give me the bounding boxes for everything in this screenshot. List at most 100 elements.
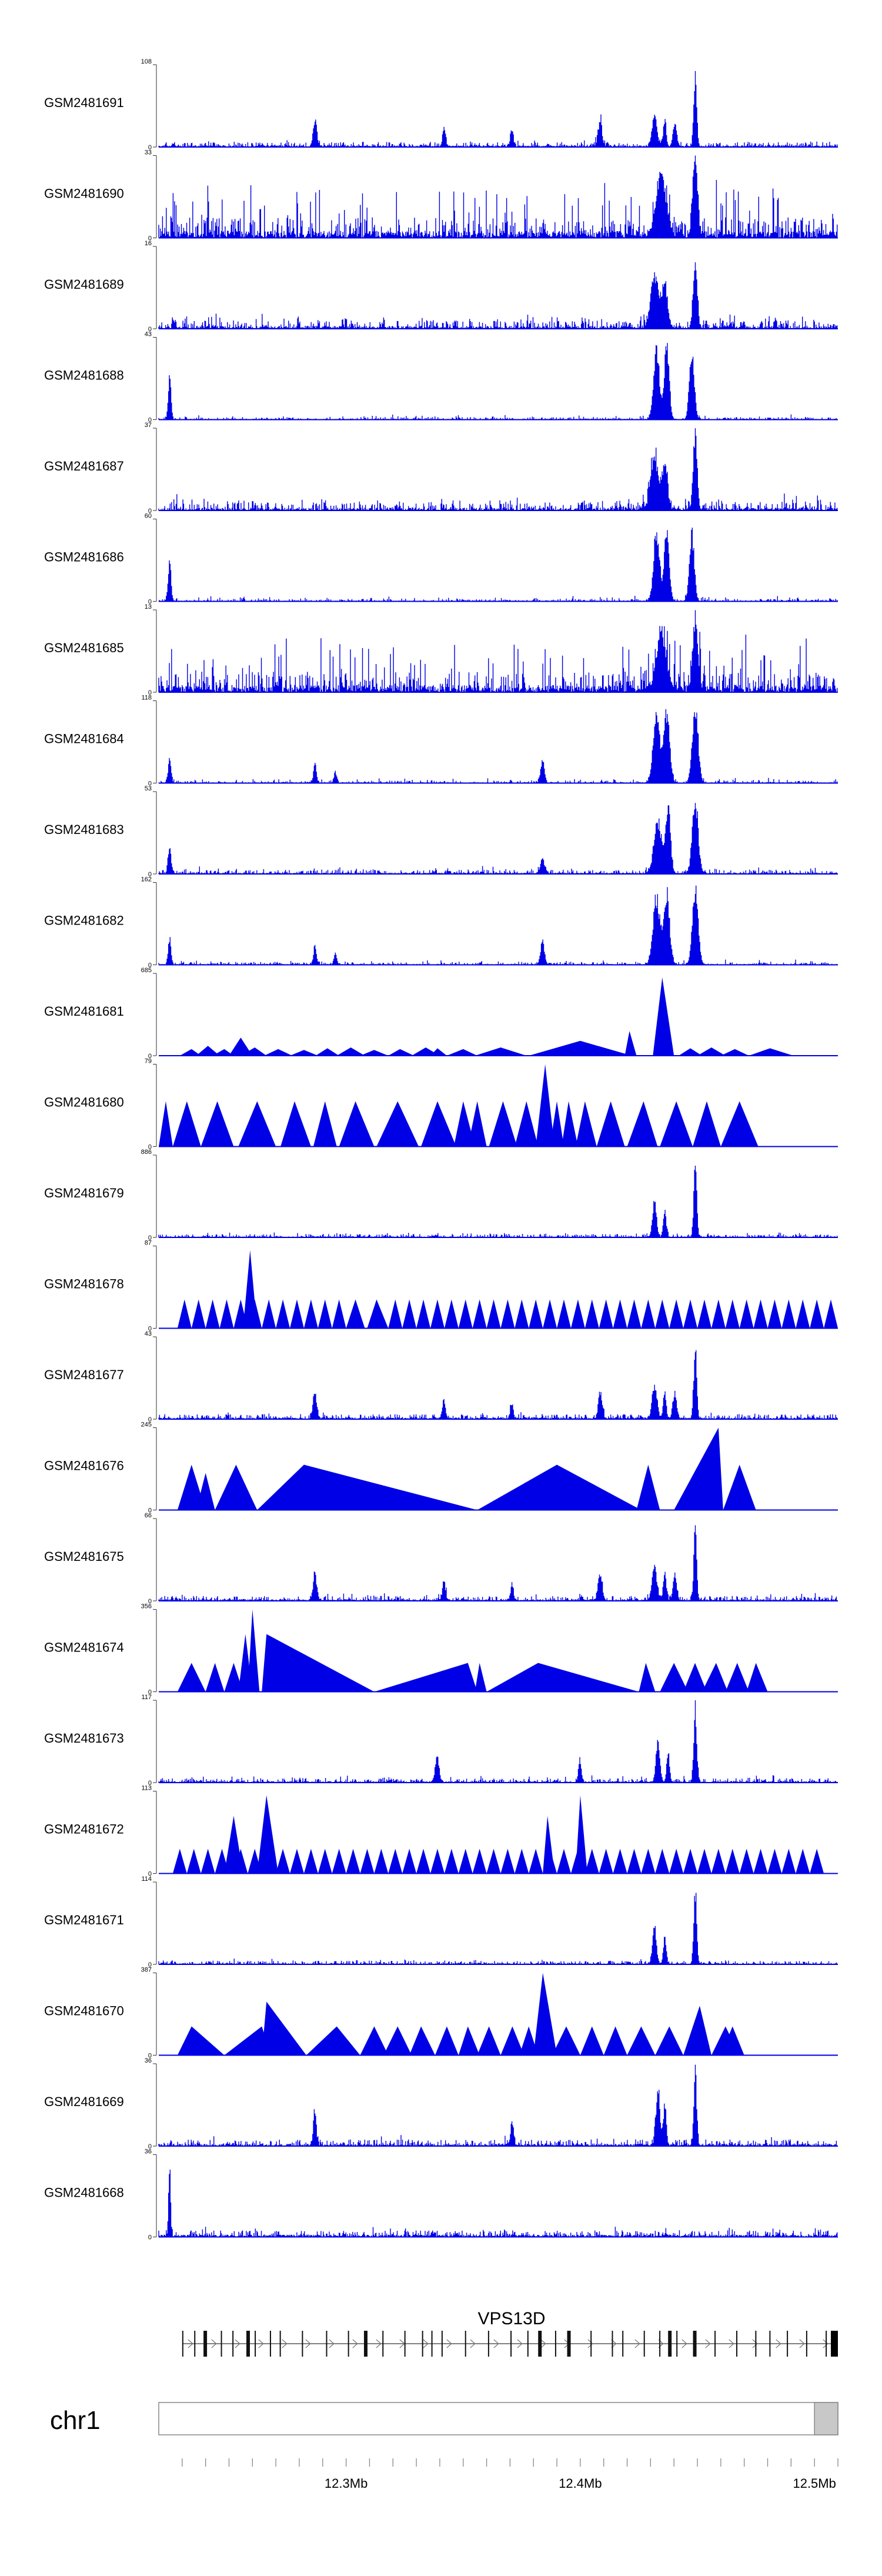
track-label: GSM2481668	[44, 2185, 124, 2200]
track-GSM2481682: GSM2481682 162 0	[44, 876, 838, 969]
signal-bars	[158, 709, 838, 783]
signal-triangle	[697, 1047, 726, 1056]
y-max-label: 36	[145, 2057, 152, 2064]
signal-triangle	[177, 1663, 206, 1692]
signal-triangle	[430, 1048, 447, 1056]
signal-triangle	[453, 1101, 475, 1147]
track-GSM2481691: GSM2481691 108 0	[44, 58, 838, 151]
gene-exon	[431, 2331, 433, 2357]
track-GSM2481687: GSM2481687 37 0	[44, 422, 838, 515]
track-label: GSM2481680	[44, 1095, 124, 1110]
signal-triangle	[339, 1101, 375, 1147]
gene-exon	[348, 2331, 349, 2357]
signal-triangle	[240, 1047, 267, 1056]
signal-bars	[158, 528, 838, 602]
signal-triangle	[346, 1299, 365, 1329]
signal-bars	[158, 1525, 838, 1601]
signal-bars	[158, 1350, 838, 1419]
signal-triangle	[500, 2026, 524, 2056]
signal-triangle	[627, 1299, 642, 1329]
signal-triangle	[212, 1049, 234, 1056]
gene-exon	[404, 2331, 406, 2357]
track-GSM2481685: GSM2481685 13 0	[44, 603, 838, 696]
signal-triangle	[224, 1816, 243, 1874]
signal-bars	[158, 1166, 838, 1237]
track-GSM2481673: GSM2481673 117 0	[44, 1694, 838, 1787]
signal-triangle	[388, 1049, 415, 1056]
signal-triangle	[514, 1848, 529, 1874]
y-min-label: 0	[148, 1326, 152, 1333]
track-GSM2481671: GSM2481671 114 0	[44, 1876, 838, 1968]
y-min-label: 0	[148, 508, 152, 515]
gene-exon	[232, 2331, 234, 2357]
signal-triangle	[172, 1848, 187, 1874]
signal-triangle	[257, 1464, 477, 1510]
signal-triangle	[346, 1848, 360, 1874]
y-min-label: 0	[148, 2053, 152, 2060]
y-min-label: 0	[148, 1144, 152, 1151]
signal-triangle	[613, 1848, 627, 1874]
strand-chevron	[776, 2339, 781, 2348]
signal-tracks: GSM24816911080GSM2481690330GSM2481689160…	[44, 58, 838, 2241]
signal-bars	[158, 610, 838, 692]
gene-exon	[769, 2331, 771, 2357]
signal-triangle	[280, 1101, 311, 1147]
signal-triangle	[318, 1848, 332, 1874]
track-GSM2481684: GSM2481684 118 0	[44, 695, 838, 788]
signal-triangle	[467, 1101, 487, 1147]
y-min-label: 0	[148, 1780, 152, 1787]
signal-triangle	[767, 1299, 782, 1329]
signal-triangle	[205, 1663, 225, 1692]
signal-triangle	[475, 1047, 527, 1056]
signal-triangle	[711, 1299, 726, 1329]
gene-exon	[755, 2331, 757, 2357]
y-min-label: 0	[148, 599, 152, 606]
track-GSM2481670: GSM2481670 387 0	[44, 1967, 838, 2060]
gene-track: VPS13D	[182, 2309, 838, 2357]
strand-chevron	[258, 2339, 264, 2348]
signal-triangle	[720, 1101, 759, 1147]
gene-exon	[622, 2331, 624, 2357]
y-max-label: 245	[141, 1422, 152, 1429]
signal-triangle	[367, 1299, 389, 1329]
signal-bars	[158, 1893, 838, 1964]
signal-triangle	[303, 1848, 318, 1874]
track-label: GSM2481681	[44, 1004, 124, 1019]
signal-triangle	[655, 1848, 670, 1874]
signal-triangle	[570, 1299, 585, 1329]
strand-chevron	[681, 2339, 687, 2348]
strand-chevron	[211, 2339, 217, 2348]
signal-triangle	[810, 1299, 824, 1329]
genomic-axis: 12.3Mb 12.4Mb 12.5Mb	[182, 2458, 838, 2491]
signal-triangle	[725, 1299, 740, 1329]
signal-triangle	[315, 1048, 339, 1056]
signal-bars	[158, 343, 837, 420]
signal-triangle	[262, 2001, 306, 2056]
gene-exon	[302, 2331, 303, 2357]
gene-exon	[659, 2331, 661, 2357]
y-min-label: 0	[148, 871, 152, 878]
signal-triangle	[702, 1663, 728, 1692]
gene-exon	[590, 2331, 592, 2357]
gene-exon-terminal	[831, 2331, 838, 2357]
gene-exon	[182, 2331, 183, 2357]
signal-triangle	[486, 1848, 501, 1874]
signal-triangle	[486, 1299, 501, 1329]
signal-bars	[158, 2170, 838, 2237]
track-GSM2481678: GSM2481678 87 0	[44, 1240, 838, 1333]
signal-triangle	[388, 1848, 403, 1874]
y-max-label: 43	[145, 331, 152, 338]
signal-triangle	[575, 1795, 587, 1874]
y-max-label: 66	[145, 1512, 152, 1519]
gene-exon	[363, 2331, 368, 2357]
signal-bars	[158, 1700, 838, 1783]
gene-exon	[554, 2331, 556, 2357]
track-GSM2481676: GSM2481676 245 0	[44, 1422, 838, 1514]
strand-chevron	[446, 2339, 452, 2348]
y-min-label: 0	[148, 1961, 152, 1968]
signal-triangle	[444, 1299, 459, 1329]
signal-triangle	[458, 1848, 473, 1874]
signal-triangle	[613, 1299, 627, 1329]
signal-triangle	[201, 1101, 234, 1147]
signal-triangle	[177, 2026, 225, 2056]
